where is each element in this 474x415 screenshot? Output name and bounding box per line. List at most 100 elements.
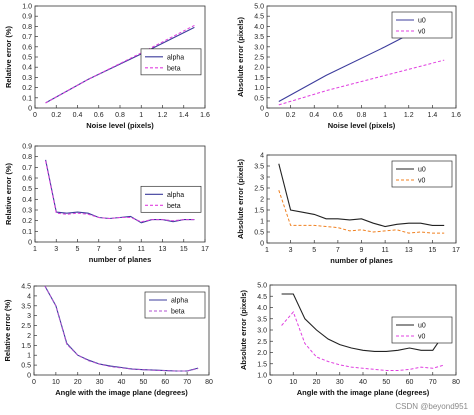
y-tick-label: 3: [260, 175, 264, 182]
x-axis-title: Noise level (pixels): [86, 121, 154, 130]
y-tick-label: 0.2: [22, 218, 32, 225]
x-tick-label: 20: [313, 379, 321, 386]
y-axis-title: Relative error (%): [4, 162, 13, 225]
y-tick-label: 3.0: [254, 44, 264, 51]
y-tick-label: 2.5: [254, 55, 264, 62]
x-tick-label: 0.4: [73, 112, 83, 119]
x-tick-label: 0.4: [309, 112, 319, 119]
x-tick-label: 1: [383, 112, 387, 119]
y-tick-label: 0.3: [22, 75, 32, 82]
x-tick-label: 13: [405, 247, 413, 254]
y-tick-label: 0.5: [22, 186, 32, 193]
y-tick-label: 3.0: [257, 328, 267, 335]
y-tick-label: 0.1: [22, 95, 32, 102]
x-tick-label: 30: [96, 379, 104, 386]
x-tick-label: 0.2: [286, 112, 296, 119]
y-tick-label: 4.5: [257, 294, 267, 301]
x-tick-label: 7: [336, 247, 340, 254]
x-tick-label: 0: [33, 112, 37, 119]
x-tick-label: 1.2: [158, 112, 168, 119]
y-axis-title: Absolute error (pixels): [236, 158, 245, 239]
x-tick-label: 60: [161, 379, 169, 386]
chart-panel-1: [34, 5, 206, 109]
legend-label-beta: beta: [167, 203, 181, 210]
x-tick-label: 15: [428, 247, 436, 254]
x-axis-title: Angle with the image plane (degrees): [55, 388, 188, 397]
x-tick-label: 13: [159, 246, 167, 253]
y-tick-label: 0.1: [22, 229, 32, 236]
series-line-v0: [278, 59, 445, 106]
legend-label-alpha: alpha: [167, 192, 184, 199]
x-tick-label: 1: [139, 112, 143, 119]
y-tick-label: 0: [28, 240, 32, 247]
legend-box: [391, 160, 453, 188]
x-tick-label: 0.6: [333, 112, 343, 119]
series-line-alpha: [45, 26, 195, 104]
y-tick-label: 3.5: [257, 316, 267, 323]
x-tick-label: 0.2: [51, 112, 61, 119]
series-line-u0: [281, 293, 445, 352]
x-tick-label: 80: [205, 379, 213, 386]
y-tick-label: 0.3: [22, 208, 32, 215]
x-tick-label: 0: [32, 379, 36, 386]
y-tick-label: 0.5: [254, 230, 264, 237]
y-tick-label: 0.7: [22, 165, 32, 172]
x-tick-label: 0.8: [357, 112, 367, 119]
x-tick-label: 1.6: [200, 112, 210, 119]
x-tick-label: 1.6: [451, 112, 461, 119]
x-tick-label: 30: [336, 379, 344, 386]
legend-label-u0: u0: [418, 167, 426, 174]
legend-label-beta: beta: [167, 65, 181, 72]
series-line-u0: [278, 163, 445, 228]
y-tick-label: 5.0: [257, 283, 267, 290]
x-tick-label: 11: [138, 246, 145, 253]
legend-label-v0: v0: [418, 334, 426, 341]
legend-box: [391, 316, 453, 344]
legend-box: [140, 48, 202, 76]
y-axis-title: Absolute error (pixels): [236, 16, 245, 97]
y-tick-label: 0.5: [254, 95, 264, 102]
chart-panel-5: [33, 285, 210, 376]
legend-label-alpha: alpha: [167, 54, 184, 61]
y-tick-label: 3.5: [254, 164, 264, 171]
y-tick-label: 4.0: [254, 24, 264, 31]
x-tick-label: 40: [359, 379, 367, 386]
y-tick-label: 0: [260, 106, 264, 113]
x-tick-label: 40: [118, 379, 126, 386]
y-tick-label: 2.5: [257, 339, 267, 346]
x-tick-label: 11: [381, 247, 388, 254]
y-tick-label: 5.0: [254, 4, 264, 11]
y-tick-label: 4: [27, 293, 31, 300]
legend-label-alpha: alpha: [171, 298, 188, 305]
chart-panel-6: [269, 284, 457, 376]
y-tick-label: 1: [27, 353, 31, 360]
x-tick-label: 9: [118, 246, 122, 253]
x-tick-label: 15: [180, 246, 188, 253]
x-tick-label: 3: [54, 246, 58, 253]
legend-box: [144, 291, 206, 319]
y-tick-label: 4.0: [257, 305, 267, 312]
y-tick-label: 0.4: [22, 65, 32, 72]
y-tick-label: 0.9: [22, 144, 32, 151]
x-tick-label: 9: [360, 247, 364, 254]
series-line-beta: [45, 160, 195, 223]
y-tick-label: 0: [260, 241, 264, 248]
y-tick-label: 0.6: [22, 44, 32, 51]
chart-panel-2: [266, 5, 457, 109]
y-tick-label: 0: [27, 373, 31, 380]
x-tick-label: 1: [33, 246, 37, 253]
y-tick-label: 4.5: [21, 284, 31, 291]
x-tick-label: 3: [289, 247, 293, 254]
x-tick-label: 1.4: [428, 112, 438, 119]
x-tick-label: 17: [201, 246, 209, 253]
x-axis-title: number of planes: [330, 256, 393, 265]
x-tick-label: 50: [139, 379, 147, 386]
x-axis-title: Angle with the image plane (degrees): [297, 388, 430, 397]
x-tick-label: 0: [268, 379, 272, 386]
y-tick-label: 1.0: [254, 85, 264, 92]
legend-label-beta: beta: [171, 309, 185, 316]
y-axis-title: Relative error (%): [3, 299, 12, 362]
legend-label-v0: v0: [418, 178, 426, 185]
y-tick-label: 2.5: [254, 186, 264, 193]
y-tick-label: 0.9: [22, 14, 32, 21]
